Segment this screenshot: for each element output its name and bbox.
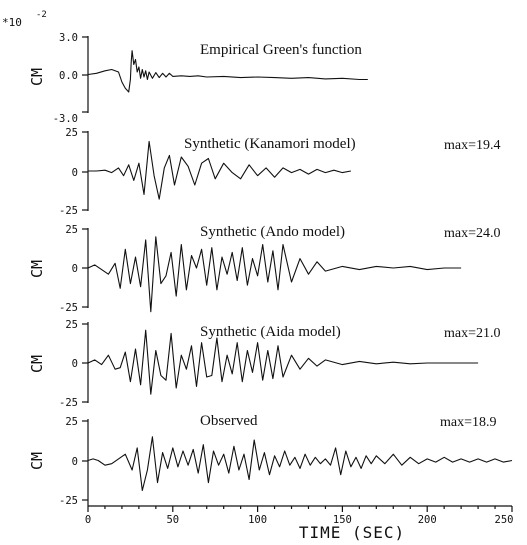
panel-title: Synthetic (Ando model) xyxy=(200,224,345,240)
y-tick-label-top: 25 xyxy=(65,319,78,331)
x-tick-label-0: 0 xyxy=(85,514,91,526)
y-tick-label-mid: 0 xyxy=(72,263,78,275)
max-label: max=19.4 xyxy=(444,138,501,153)
y-tick-label-mid: 0 xyxy=(72,167,78,179)
panel-title: Empirical Green's function xyxy=(200,42,362,58)
y-exponent-base: *10 xyxy=(2,16,22,29)
y-axis-label: CM xyxy=(28,355,46,373)
x-tick-label-50: 50 xyxy=(166,514,179,526)
y-axis-label: CM xyxy=(28,68,46,86)
panel-empirical: *10 -2 CM Empirical Green's function 3.0… xyxy=(2,10,368,125)
x-tick-label-100: 100 xyxy=(248,514,267,526)
waveform-ando xyxy=(87,236,462,313)
x-tick-label-150: 150 xyxy=(333,514,352,526)
y-tick-label-bottom: -25 xyxy=(59,302,78,314)
panel-title: Synthetic (Kanamori model) xyxy=(184,136,356,152)
y-tick-label-mid: 0 xyxy=(72,456,78,468)
x-tick-label-250: 250 xyxy=(495,514,514,526)
y-tick-label-top: 25 xyxy=(65,224,78,236)
y-tick-label-bottom: -25 xyxy=(59,205,78,217)
x-ticks: 0 50 100 150 200 250 xyxy=(85,506,514,526)
panel-kanamori: Synthetic (Kanamori model) max=19.4 25 0… xyxy=(59,127,500,217)
waveform-aida xyxy=(87,329,479,395)
y-axis-label: CM xyxy=(28,452,46,470)
y-tick-label-top: 3.0 xyxy=(59,32,78,44)
y-axis-label: CM xyxy=(28,260,46,278)
panel-observed: CM Observed max=18.9 25 0 -25 xyxy=(28,413,513,507)
panel-title: Synthetic (Aida model) xyxy=(200,324,341,340)
max-label: max=24.0 xyxy=(444,226,501,241)
panel-title: Observed xyxy=(200,413,258,429)
x-axis-label: TIME (SEC) xyxy=(299,523,405,542)
panel-aida: CM Synthetic (Aida model) max=21.0 25 0 … xyxy=(28,319,501,409)
max-label: max=18.9 xyxy=(440,415,497,430)
y-tick-label-mid: 0 xyxy=(72,358,78,370)
waveform-empirical xyxy=(87,50,368,93)
panel-ando: CM Synthetic (Ando model) max=24.0 25 0 … xyxy=(28,224,501,314)
y-tick-label-top: 25 xyxy=(65,416,78,428)
x-tick-label-200: 200 xyxy=(418,514,437,526)
y-exponent-power: -2 xyxy=(36,10,47,20)
waveform-kanamori xyxy=(88,140,352,200)
y-tick-label-bottom: -3.0 xyxy=(53,113,78,125)
max-label: max=21.0 xyxy=(444,326,501,341)
y-tick-label-mid: 0.0 xyxy=(59,70,78,82)
y-tick-label-bottom: -25 xyxy=(59,397,78,409)
waveform-observed xyxy=(87,436,513,492)
y-tick-label-bottom: -25 xyxy=(59,495,78,507)
x-axis: 0 50 100 150 200 250 TIME (SEC) xyxy=(85,505,514,542)
y-tick-label-top: 25 xyxy=(65,127,78,139)
